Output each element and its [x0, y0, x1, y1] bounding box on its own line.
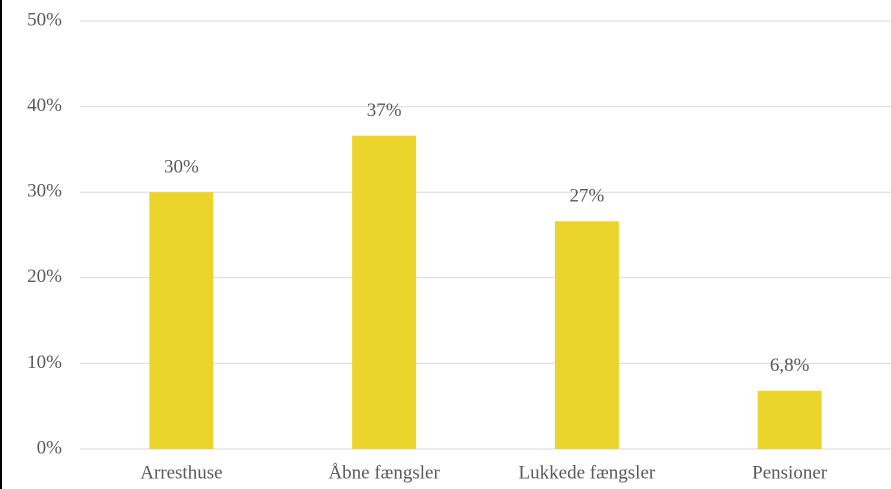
bar: [554, 221, 619, 449]
data-label: 27%: [569, 186, 604, 207]
left-border: [0, 0, 2, 489]
x-tick-label: Åbne fængsler: [328, 462, 440, 483]
x-tick-label: Pensioner: [752, 462, 828, 483]
x-tick-label: Lukkede fængsler: [519, 462, 656, 483]
y-tick-label: 50%: [27, 9, 62, 30]
data-label: 6,8%: [770, 355, 810, 376]
bar: [757, 390, 822, 449]
y-tick-label: 20%: [27, 266, 62, 287]
bar: [149, 192, 214, 449]
y-tick-label: 30%: [27, 181, 62, 202]
y-tick-label: 40%: [27, 95, 62, 116]
x-tick-label: Arresthuse: [140, 462, 222, 483]
data-label: 37%: [367, 100, 402, 121]
data-label: 30%: [164, 157, 199, 178]
y-tick-label: 0%: [37, 437, 63, 458]
bar: [352, 135, 417, 450]
y-tick-label: 10%: [27, 352, 62, 373]
